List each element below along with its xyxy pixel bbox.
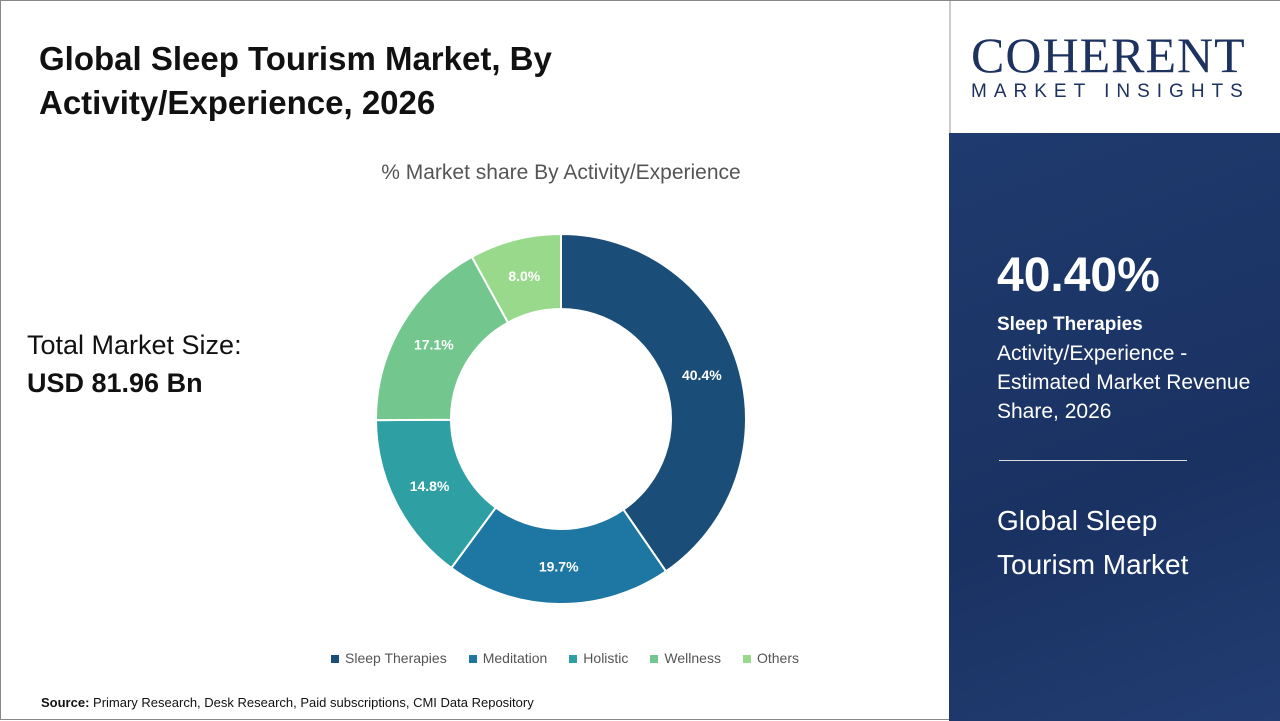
total-label: Total Market Size:	[27, 330, 242, 360]
data-label: 17.1%	[414, 336, 454, 352]
data-label: 40.4%	[682, 367, 722, 383]
source-note: Source: Primary Research, Desk Research,…	[41, 695, 534, 710]
chart-title: % Market share By Activity/Experience	[381, 161, 741, 184]
logo-area	[949, 1, 1280, 133]
legend-item: Meditation	[468, 650, 548, 666]
data-label: 19.7%	[539, 558, 579, 574]
legend-swatch	[742, 655, 751, 663]
legend-swatch	[569, 655, 578, 663]
legend-item: Others	[742, 650, 799, 666]
legend: Sleep Therapies Meditation Holistic Wellnes…	[331, 650, 799, 666]
slice-meditation	[449, 506, 668, 605]
source-text: Primary Research, Desk Research, Paid su…	[89, 695, 534, 710]
highlight-label: Sleep Therapies Activity/Experience - Es…	[997, 309, 1257, 426]
highlight-panel: 40.40% Sleep Therapies Activity/Experien…	[949, 133, 1280, 721]
legend-item: Sleep Therapies	[331, 650, 447, 666]
data-label: 8.0%	[508, 268, 540, 284]
logo-line2: MARKET INSIGHTS	[971, 81, 1250, 102]
donut-chart: 40.4% 19.7% 14.8% 17.1% 8.0%	[374, 232, 748, 605]
data-label: 14.8%	[410, 478, 450, 494]
legend-label: Holistic	[583, 650, 629, 666]
total-market-size: Total Market Size: USD 81.96 Bn	[27, 326, 242, 402]
legend-item: Wellness	[650, 650, 721, 666]
company-logo: COHERENT MARKET INSIGHTS	[971, 27, 1250, 103]
logo-line1: COHERENT	[971, 27, 1246, 83]
highlight-segment: Sleep Therapies	[997, 314, 1143, 335]
legend-label: Meditation	[482, 650, 548, 666]
total-value: USD 81.96 Bn	[27, 368, 203, 398]
highlight-description: Activity/Experience - Estimated Market R…	[997, 342, 1251, 423]
legend-swatch	[468, 655, 477, 663]
legend-label: Wellness	[664, 650, 721, 666]
slice-others	[470, 232, 562, 324]
legend-label: Sleep Therapies	[345, 650, 447, 666]
page-title: Global Sleep Tourism Market, By Activity…	[39, 40, 552, 121]
legend-swatch	[331, 655, 339, 663]
legend-item: Holistic	[569, 650, 628, 666]
slice-sleep-therapies	[560, 232, 748, 573]
market-name: Global Sleep Tourism Market	[997, 505, 1189, 580]
legend-swatch	[650, 655, 659, 663]
highlight-percent: 40.40%	[997, 249, 1160, 302]
source-label: Source:	[41, 695, 90, 710]
legend-label: Others	[756, 650, 799, 666]
divider	[999, 460, 1187, 461]
